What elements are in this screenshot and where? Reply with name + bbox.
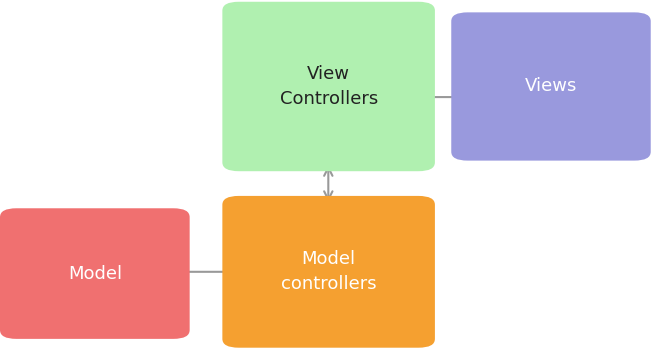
Text: Model: Model	[68, 265, 122, 282]
FancyBboxPatch shape	[222, 196, 435, 348]
Text: View
Controllers: View Controllers	[279, 65, 378, 108]
FancyBboxPatch shape	[222, 2, 435, 171]
Text: Model
controllers: Model controllers	[281, 250, 377, 293]
Text: Views: Views	[525, 78, 577, 95]
FancyBboxPatch shape	[451, 12, 651, 161]
FancyBboxPatch shape	[0, 208, 190, 339]
